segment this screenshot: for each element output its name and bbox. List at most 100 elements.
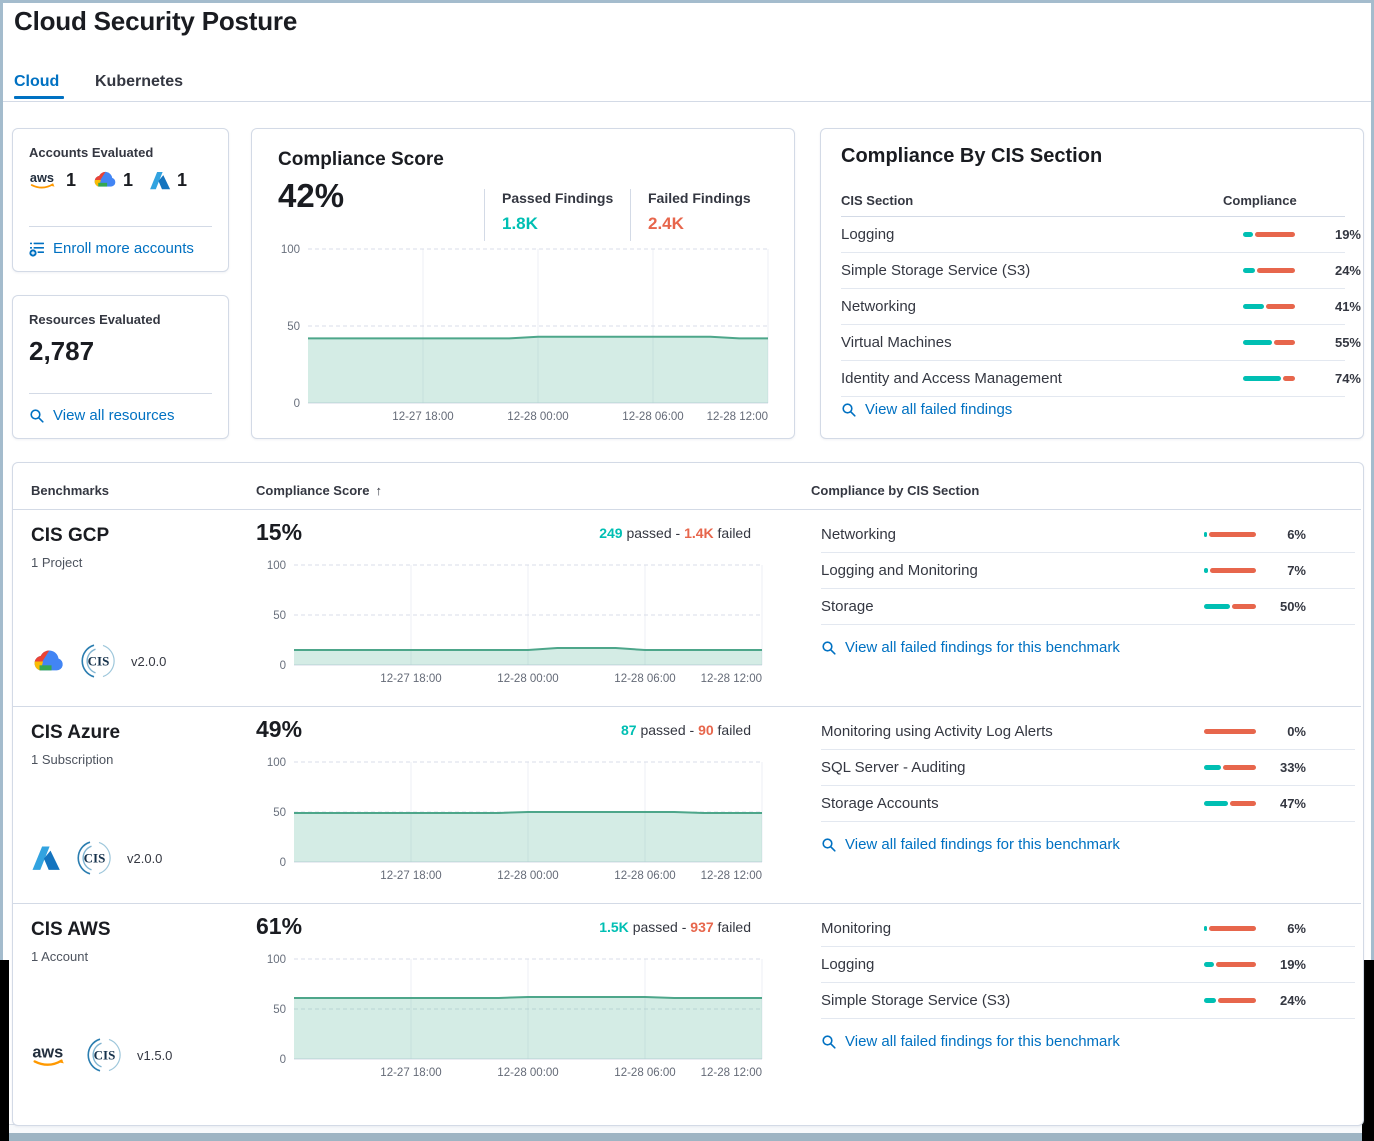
cis-row-networking: Networking 41%	[841, 289, 1361, 325]
tabs-divider	[3, 101, 1371, 102]
benchmark-version: v1.5.0	[137, 1047, 173, 1063]
tab-cloud-underline	[14, 96, 64, 99]
resources-count: 2,787	[29, 336, 95, 366]
compliance-score-value: 42%	[278, 177, 345, 214]
cis-row-logging: Logging 19%	[841, 217, 1361, 253]
svg-text:12-28 12:00: 12-28 12:00	[701, 870, 762, 882]
benchmark-subtitle: 1 Account	[31, 949, 89, 964]
svg-text:50: 50	[273, 807, 286, 819]
stat-divider-1	[484, 189, 485, 241]
view-all-resources-link[interactable]: View all resources	[29, 407, 174, 424]
benchmark-row-cis-azure: CIS Azure 1 Subscription CIS v2.0.0 49% …	[13, 706, 1361, 904]
resources-panel-divider	[29, 393, 212, 394]
aws-account-count: aws 1	[29, 169, 77, 190]
section-row: Simple Storage Service (S3) 24%	[821, 983, 1355, 1019]
list-add-icon	[29, 242, 44, 257]
benchmark-sections: Networking 6% Logging and Monitoring 7% …	[821, 517, 1355, 656]
search-icon	[30, 408, 44, 423]
section-row: Storage Accounts 47%	[821, 786, 1355, 822]
svg-text:12-28 00:00: 12-28 00:00	[497, 1067, 558, 1079]
search-icon	[822, 837, 836, 852]
svg-text:12-28 06:00: 12-28 06:00	[614, 870, 675, 882]
benchmark-score: 49%	[256, 716, 303, 742]
cis-table-header-divider	[841, 216, 1345, 217]
benchmark-passed-failed: 249 passed - 1.4K failed	[599, 525, 751, 541]
benchmark-logos: CIS v2.0.0	[31, 839, 162, 877]
resources-evaluated-panel: Resources Evaluated 2,787 View all resou…	[12, 295, 229, 439]
search-icon	[842, 402, 856, 417]
enroll-more-accounts-link[interactable]: Enroll more accounts	[29, 240, 194, 257]
accounts-panel-divider	[29, 226, 212, 227]
svg-text:12-28 06:00: 12-28 06:00	[614, 1067, 675, 1079]
view-all-failed-findings-link[interactable]: View all failed findings	[841, 401, 1012, 418]
section-row: Networking 6%	[821, 517, 1355, 553]
svg-text:CIS: CIS	[94, 1048, 116, 1063]
section-row: Monitoring 6%	[821, 911, 1355, 947]
svg-text:12-28 06:00: 12-28 06:00	[622, 411, 683, 423]
svg-text:12-28 00:00: 12-28 00:00	[497, 870, 558, 882]
desktop-black-right	[1362, 960, 1374, 1141]
cis-row-iam: Identity and Access Management 74%	[841, 361, 1361, 397]
window-frame-top	[0, 0, 1374, 3]
svg-text:12-27 18:00: 12-27 18:00	[380, 870, 441, 882]
svg-text:12-28 00:00: 12-28 00:00	[507, 411, 568, 423]
svg-text:CIS: CIS	[84, 851, 106, 866]
col-header-compliance-score[interactable]: Compliance Score ↑	[256, 483, 382, 498]
svg-text:aws: aws	[32, 1043, 63, 1061]
svg-text:50: 50	[273, 1004, 286, 1016]
benchmark-trend-chart: 100 50 0 12-27 18:00 12-28 00:00 12-28 06:00 1…	[256, 754, 768, 886]
benchmark-row-cis-aws: CIS AWS 1 Account aws CIS v1.5.0 61% 1.5…	[13, 903, 1361, 1100]
benchmark-subtitle: 1 Project	[31, 555, 83, 570]
compliance-bar	[1204, 926, 1256, 931]
benchmark-trend-chart: 100 50 0 12-27 18:00 12-28 00:00 12-28 06:00 1…	[256, 951, 768, 1083]
compliance-trend-chart: 100 50 0 12-27 18:00 12-28 00:00 12-28 06:00 1…	[270, 241, 774, 427]
window-frame-right	[1371, 0, 1374, 960]
desktop-black-left	[0, 960, 9, 1141]
passed-findings-value: 1.8K	[502, 214, 538, 233]
benchmarks-table-card: Benchmarks Compliance Score ↑ Compliance…	[12, 462, 1364, 1126]
section-row: Monitoring using Activity Log Alerts 0%	[821, 714, 1355, 750]
stat-divider-2	[630, 189, 631, 241]
svg-text:12-28 12:00: 12-28 12:00	[701, 1067, 762, 1079]
view-failed-findings-benchmark-link[interactable]: View all failed findings for this benchm…	[821, 836, 1355, 853]
tab-kubernetes[interactable]: Kubernetes	[95, 73, 184, 90]
benchmark-passed-failed: 87 passed - 90 failed	[621, 722, 751, 738]
page-title: Cloud Security Posture	[14, 6, 298, 36]
aws-logo-icon: aws	[30, 170, 55, 189]
compliance-bar	[1243, 268, 1295, 273]
col-header-benchmarks: Benchmarks	[31, 483, 110, 498]
compliance-bar	[1204, 729, 1256, 734]
compliance-bar	[1204, 998, 1256, 1003]
window-frame-bottom	[9, 1133, 1362, 1141]
compliance-score-title: Compliance Score	[278, 149, 444, 170]
svg-text:12-28 06:00: 12-28 06:00	[614, 673, 675, 685]
compliance-bar	[1204, 962, 1256, 967]
cis-logo-icon: CIS	[87, 1038, 121, 1072]
cis-logo-icon: CIS	[81, 644, 115, 678]
view-failed-findings-benchmark-link[interactable]: View all failed findings for this benchm…	[821, 1033, 1355, 1050]
cis-row-s3: Simple Storage Service (S3) 24%	[841, 253, 1361, 289]
view-failed-findings-benchmark-link[interactable]: View all failed findings for this benchm…	[821, 639, 1355, 656]
resources-evaluated-title: Resources Evaluated	[29, 312, 161, 327]
svg-text:0: 0	[280, 1054, 286, 1066]
svg-text:aws: aws	[30, 170, 54, 185]
sort-ascending-icon: ↑	[375, 483, 382, 498]
svg-text:0: 0	[280, 660, 286, 672]
section-row: Logging 19%	[821, 947, 1355, 983]
cis-section-panel-title: Compliance By CIS Section	[841, 145, 1103, 167]
section-row: SQL Server - Auditing 33%	[821, 750, 1355, 786]
tab-cloud[interactable]: Cloud	[14, 73, 60, 90]
gcp-logo-icon	[94, 171, 116, 187]
compliance-bar	[1204, 568, 1256, 573]
svg-text:12-28 12:00: 12-28 12:00	[707, 411, 768, 423]
window-frame-left	[0, 0, 3, 960]
compliance-score-panel: Compliance Score 42% Passed Findings 1.8…	[251, 128, 795, 439]
accounts-evaluated-panel: Accounts Evaluated aws 1 1	[12, 128, 229, 272]
azure-logo-icon	[32, 846, 60, 870]
compliance-bar	[1243, 340, 1295, 345]
accounts-provider-counts: aws 1 1 1	[29, 169, 187, 191]
benchmark-logos: CIS v2.0.0	[31, 642, 166, 680]
compliance-bar	[1204, 765, 1256, 770]
compliance-bar	[1243, 376, 1295, 381]
svg-text:12-28 00:00: 12-28 00:00	[497, 673, 558, 685]
